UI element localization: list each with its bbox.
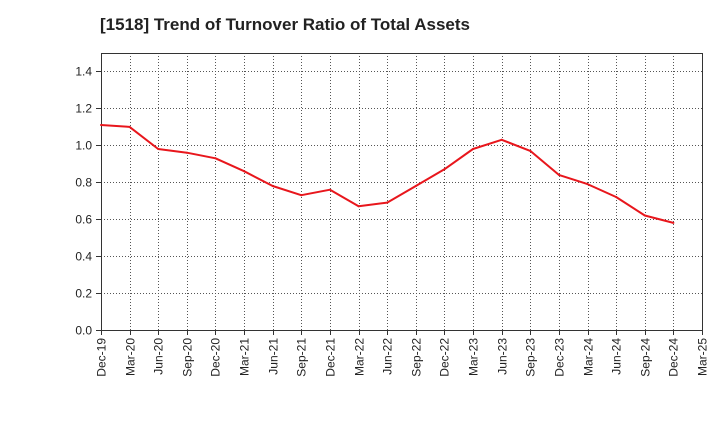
x-tick-label: Jun-22: [381, 338, 395, 375]
x-tick-label: Sep-24: [639, 338, 653, 377]
x-tick-label: Dec-23: [553, 338, 567, 377]
grid-lines: [101, 53, 702, 330]
x-axis-ticks: Dec-19 Mar-20 Jun-20 Sep-20 Dec-20 Mar-21 Jun-…: [95, 330, 710, 377]
data-point: [243, 170, 246, 173]
data-point: [157, 148, 160, 150]
x-tick-label: Dec-21: [324, 338, 338, 377]
data-point: [529, 149, 532, 152]
x-tick-label: Sep-20: [181, 338, 195, 377]
data-point: [271, 185, 274, 187]
x-tick-label: Jun-24: [610, 338, 624, 375]
x-tick-label: Mar-22: [353, 338, 367, 376]
y-tick-label: 0.6: [75, 213, 92, 227]
y-tick-label: 1.2: [75, 102, 92, 116]
y-tick-label: 0.0: [75, 324, 92, 338]
x-tick-label: Dec-20: [209, 338, 223, 377]
data-point: [615, 196, 618, 198]
y-tick-label: 0.4: [75, 250, 92, 264]
x-tick-label: Jun-21: [267, 338, 281, 375]
data-point: [557, 173, 560, 176]
data-point: [472, 148, 474, 150]
data-point: [586, 183, 589, 186]
x-tick-label: Mar-21: [238, 338, 252, 376]
x-tick-label: Dec-24: [667, 338, 681, 377]
data-point: [443, 168, 446, 171]
data-point: [643, 214, 646, 217]
x-tick-label: Mar-23: [467, 338, 481, 376]
x-tick-label: Dec-22: [438, 338, 452, 377]
data-point: [386, 201, 389, 204]
chart-title: [1518] Trend of Turnover Ratio of Total …: [100, 15, 470, 34]
y-axis-ticks: 0.0 0.2 0.4 0.6 0.8 1.0 1.2 1.4: [75, 65, 101, 338]
y-tick-label: 1.0: [75, 139, 92, 153]
data-point: [185, 151, 188, 154]
x-tick-label: Mar-20: [124, 338, 138, 376]
data-point: [329, 188, 331, 191]
plot-frame: [101, 53, 703, 331]
x-tick-label: Jun-20: [152, 338, 166, 375]
x-tick-label: Sep-21: [295, 338, 309, 377]
y-tick-label: 0.8: [75, 176, 92, 190]
data-point: [214, 157, 217, 160]
x-tick-label: Dec-19: [95, 338, 109, 377]
data-point: [128, 125, 131, 128]
x-tick-label: Mar-25: [696, 338, 710, 376]
data-series: [100, 124, 675, 224]
y-tick-label: 1.4: [75, 65, 92, 79]
x-tick-label: Jun-23: [496, 338, 510, 375]
x-tick-label: Sep-22: [410, 338, 424, 377]
x-tick-label: Sep-23: [524, 338, 538, 377]
data-point: [100, 124, 102, 126]
x-tick-label: Mar-24: [582, 338, 596, 376]
data-point: [357, 205, 360, 208]
axes: [101, 53, 703, 331]
data-point: [500, 138, 503, 141]
data-point: [672, 221, 675, 224]
y-tick-label: 0.2: [75, 287, 92, 301]
data-point: [300, 194, 303, 197]
data-point: [414, 185, 417, 187]
